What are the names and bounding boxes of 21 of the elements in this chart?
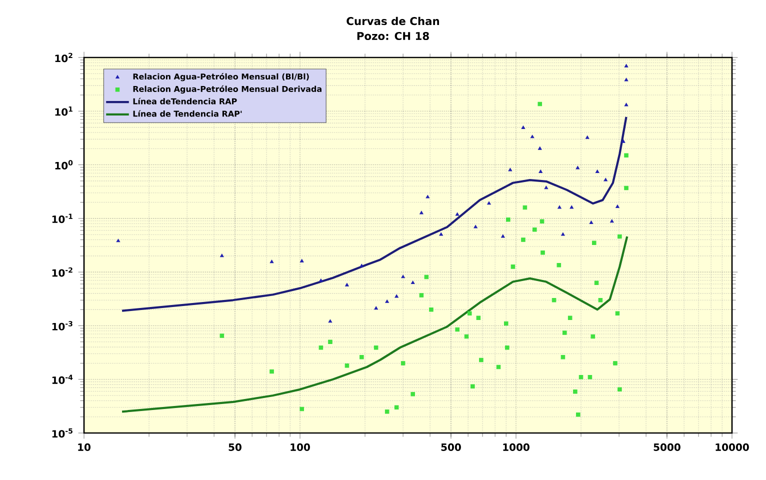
- chart-title: Curvas de Chan: [346, 16, 440, 26]
- x-tick-label: 100: [290, 443, 310, 451]
- x-tick-label: 500: [441, 443, 461, 451]
- x-tick-label: 10000: [716, 443, 749, 451]
- x-tick-label: 10: [78, 443, 90, 451]
- x-tick-label: 50: [228, 443, 242, 451]
- legend-label: Relacion Agua-Petróleo Mensual Derivada: [133, 85, 322, 94]
- y-tick-label: 10$^{2}$: [55, 52, 72, 62]
- x-tick-label: 5000: [654, 443, 680, 451]
- legend-label: Relacion Agua-Petróleo Mensual (Bl/Bl): [133, 73, 309, 82]
- y-tick-label: 10$^{1}$: [55, 106, 72, 116]
- chart-subtitle: Pozo: CH 18: [357, 32, 429, 40]
- y-tick-label: 10$^{-2}$: [52, 267, 72, 277]
- y-tick-label: 10$^{-4}$: [52, 374, 73, 384]
- x-tick-label: 1000: [503, 443, 530, 451]
- y-tick-label: 10$^{-3}$: [52, 321, 72, 330]
- legend-label: Línea de Tendencia RAP': [133, 110, 242, 117]
- legend-label: Línea deTendencia RAP: [133, 98, 237, 104]
- y-tick-label: 10$^{-1}$: [52, 214, 72, 224]
- y-tick-label: 10$^{-5}$: [52, 428, 72, 438]
- y-tick-label: 10$^{0}$: [55, 160, 73, 170]
